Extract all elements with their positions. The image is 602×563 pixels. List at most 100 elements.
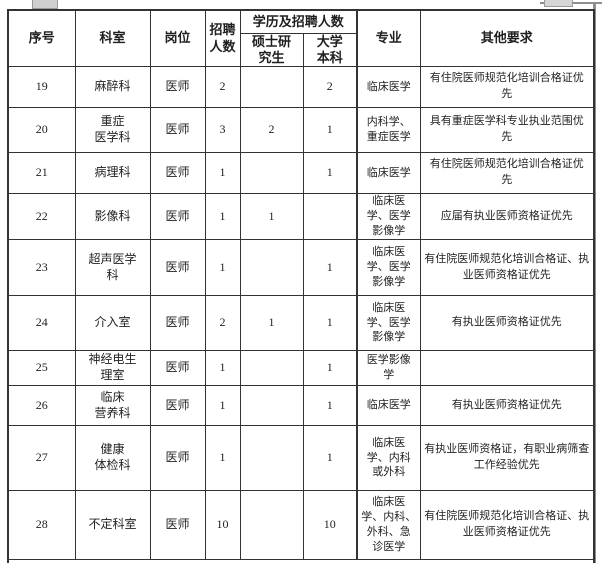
cell-bachelors: 1 — [302, 385, 359, 426]
cell-seq: 21 — [7, 152, 76, 194]
cell-position: 医师 — [149, 66, 206, 108]
cell-requirements: 有住院医师规范化培训合格证优 先 — [419, 152, 595, 194]
cell-major: 临床医 学、医学 影像学 — [356, 295, 421, 351]
cell-department: 不定科室 — [74, 490, 151, 560]
cell-total: 1 — [204, 350, 241, 386]
cell-position: 医师 — [149, 490, 206, 560]
table-row: 19 麻醉科 医师 2 2 临床医学 有住院医师规范化培训合格证优 先 — [7, 66, 595, 108]
table-row: 22 影像科 医师 1 1 临床医 学、医学 影像学 应届有执业医师资格证优先 — [7, 193, 595, 240]
cell-seq: 27 — [7, 425, 76, 491]
cell-position: 医师 — [149, 239, 206, 296]
cell-department: 神经电生 理室 — [74, 350, 151, 386]
screenshot-edge-fragment — [32, 0, 58, 9]
cell-bachelors — [302, 193, 359, 240]
cell-bachelors: 2 — [302, 66, 359, 108]
cell-merged-empty — [7, 559, 595, 563]
cell-masters — [239, 490, 304, 560]
cell-masters — [239, 239, 304, 296]
cell-department: 健康 体检科 — [74, 425, 151, 491]
cell-requirements — [419, 350, 595, 386]
cell-major: 临床医学 — [356, 152, 421, 194]
cell-seq: 19 — [7, 66, 76, 108]
cell-requirements: 有执业医师资格证，有职业病筛查 工作经验优先 — [419, 425, 595, 491]
cell-major: 内科学、 重症医学 — [356, 107, 421, 153]
cell-position: 医师 — [149, 107, 206, 153]
cell-masters: 1 — [239, 295, 304, 351]
col-header-masters: 硕士研 究生 — [239, 32, 304, 67]
cell-masters — [239, 66, 304, 108]
table-row: 25 神经电生 理室 医师 1 1 医学影像 学 — [7, 350, 595, 386]
table-row: 20 重症 医学科 医师 3 2 1 内科学、 重症医学 具有重症医学科专业执业… — [7, 107, 595, 153]
table-row: 27 健康 体检科 医师 1 1 临床医 学、内科 或外科 有执业医师资格证，有… — [7, 425, 595, 491]
col-header-bachelors: 大学 本科 — [302, 32, 359, 67]
cell-bachelors: 1 — [302, 350, 359, 386]
cell-total: 1 — [204, 239, 241, 296]
cell-major: 临床医 学、医学 影像学 — [356, 239, 421, 296]
cell-department: 临床 营养科 — [74, 385, 151, 426]
cell-major: 临床医 学、医学 影像学 — [356, 193, 421, 240]
cell-masters: 2 — [239, 107, 304, 153]
cell-position: 医师 — [149, 385, 206, 426]
cell-department: 超声医学 科 — [74, 239, 151, 296]
cell-department: 影像科 — [74, 193, 151, 240]
cell-position: 医师 — [149, 193, 206, 240]
cell-requirements: 有住院医师规范化培训合格证、执 业医师资格证优先 — [419, 490, 595, 560]
col-header-department: 科室 — [74, 9, 151, 67]
cell-requirements: 有执业医师资格证优先 — [419, 385, 595, 426]
cell-bachelors: 1 — [302, 425, 359, 491]
cell-department: 麻醉科 — [74, 66, 151, 108]
cell-requirements: 应届有执业医师资格证优先 — [419, 193, 595, 240]
cell-position: 医师 — [149, 295, 206, 351]
table-row: 21 病理科 医师 1 1 临床医学 有住院医师规范化培训合格证优 先 — [7, 152, 595, 194]
col-header-requirements: 其他要求 — [419, 9, 595, 67]
cell-department: 重症 医学科 — [74, 107, 151, 153]
cell-bachelors: 1 — [302, 239, 359, 296]
cell-requirements: 有住院医师规范化培训合格证优 先 — [419, 66, 595, 108]
cell-seq: 20 — [7, 107, 76, 153]
recruitment-table-container: 序号 科室 岗位 招聘 人数 学历及招聘人数 专业 其他要求 硕士研 究生 大学… — [7, 9, 596, 563]
cell-total: 3 — [204, 107, 241, 153]
cell-major: 医学影像 学 — [356, 350, 421, 386]
cell-total: 1 — [204, 425, 241, 491]
cell-requirements: 具有重症医学科专业执业范围优 先 — [419, 107, 595, 153]
cell-masters — [239, 425, 304, 491]
col-header-major: 专业 — [356, 9, 421, 67]
cell-seq: 24 — [7, 295, 76, 351]
col-header-education-group: 学历及招聘人数 — [239, 9, 359, 34]
cell-position: 医师 — [149, 425, 206, 491]
table-row: 23 超声医学 科 医师 1 1 临床医 学、医学 影像学 有住院医师规范化培训… — [7, 239, 595, 296]
cell-masters — [239, 152, 304, 194]
cell-total: 1 — [204, 152, 241, 194]
cell-bachelors: 1 — [302, 295, 359, 351]
cell-seq: 22 — [7, 193, 76, 240]
cell-department: 病理科 — [74, 152, 151, 194]
cell-position: 医师 — [149, 350, 206, 386]
cell-seq: 23 — [7, 239, 76, 296]
cell-seq: 28 — [7, 490, 76, 560]
cell-bachelors: 1 — [302, 152, 359, 194]
cell-requirements: 有执业医师资格证优先 — [419, 295, 595, 351]
recruitment-table: 序号 科室 岗位 招聘 人数 学历及招聘人数 专业 其他要求 硕士研 究生 大学… — [7, 9, 596, 563]
cell-requirements: 有住院医师规范化培训合格证、执 业医师资格证优先 — [419, 239, 595, 296]
cell-total: 2 — [204, 295, 241, 351]
table-row: 24 介入室 医师 2 1 1 临床医 学、医学 影像学 有执业医师资格证优先 — [7, 295, 595, 351]
cell-total: 10 — [204, 490, 241, 560]
cell-major: 临床医学 — [356, 385, 421, 426]
cell-major: 临床医 学、内科、 外科、急 诊医学 — [356, 490, 421, 560]
cell-masters — [239, 385, 304, 426]
header-row-1: 序号 科室 岗位 招聘 人数 学历及招聘人数 专业 其他要求 — [7, 9, 595, 67]
cell-department: 介入室 — [74, 295, 151, 351]
cell-bachelors: 1 — [302, 107, 359, 153]
cell-major: 临床医 学、内科 或外科 — [356, 425, 421, 491]
cell-total: 1 — [204, 193, 241, 240]
cell-bachelors: 10 — [302, 490, 359, 560]
screenshot-edge-fragment — [544, 0, 573, 7]
cell-masters: 1 — [239, 193, 304, 240]
col-header-total: 招聘 人数 — [204, 9, 241, 67]
col-header-position: 岗位 — [149, 9, 206, 67]
cell-total: 1 — [204, 385, 241, 426]
cell-position: 医师 — [149, 152, 206, 194]
cell-seq: 25 — [7, 350, 76, 386]
header-row-2: 硕士研 究生 大学 本科 — [8, 32, 594, 67]
